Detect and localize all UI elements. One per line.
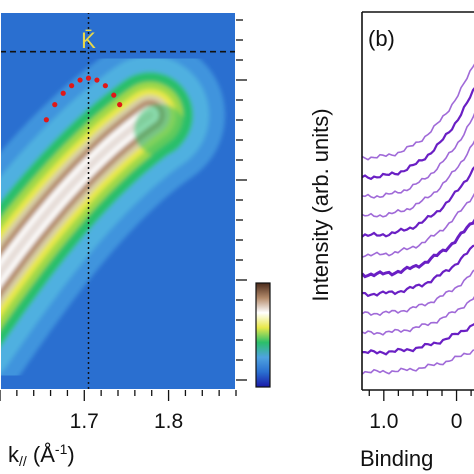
spectrum-line	[362, 269, 474, 317]
panel-b-x-tick-labels: 1.0 0	[369, 410, 462, 433]
band-peak-point	[69, 83, 75, 89]
spectrum-line	[362, 63, 474, 161]
panel-b-x-ticks	[368, 390, 472, 401]
heatmap-band-layer	[0, 111, 154, 280]
panel-a-x-ticks	[0, 390, 237, 401]
x-tick-label: 1.0	[369, 410, 398, 433]
panel-a-x-axis-title: k// (Å-1)	[8, 441, 75, 469]
panel-b-y-axis-title: Intensity (arb. units)	[308, 108, 333, 301]
panel-a: K̄ 1.7 1.8 k// (Å-1)	[0, 11, 247, 469]
spectrum-line	[362, 323, 474, 356]
heatmap-band	[0, 40, 225, 390]
x-tick-label: 1.8	[154, 410, 183, 433]
band-peak-point	[43, 117, 49, 123]
spectrum-line	[362, 244, 474, 298]
spectra-lines	[362, 63, 474, 375]
spectrum-line	[362, 349, 474, 375]
k-point-label: K̄	[81, 28, 96, 53]
band-peak-point	[102, 83, 108, 89]
spectrum-line	[362, 218, 474, 279]
band-peak-point	[60, 90, 66, 96]
band-peak-point	[117, 102, 123, 108]
colorbar-gradient	[255, 282, 271, 388]
panel-a-x-tick-labels: 1.7 1.8	[70, 410, 183, 433]
band-peak-point	[85, 75, 92, 81]
band-peak-point	[111, 92, 117, 98]
band-peak-point	[94, 77, 100, 83]
x-tick-label: 1.7	[70, 410, 99, 433]
band-peak-markers	[43, 75, 123, 123]
band-peak-point	[52, 102, 58, 108]
heatmap-band-tail	[134, 104, 186, 156]
panel-b-label: (b)	[368, 26, 395, 51]
spectrum-line	[362, 192, 474, 258]
colorbar	[255, 282, 271, 388]
panel-b-x-axis-title: Binding	[360, 446, 433, 471]
panel-b: (b) Intensity (arb. units) 1.0 0 Binding	[308, 11, 474, 471]
spectrum-line	[362, 140, 474, 218]
spectrum-line	[362, 87, 474, 181]
x-tick-label: 0	[451, 410, 463, 433]
spectrum-line	[362, 112, 474, 199]
band-peak-point	[77, 77, 83, 83]
panel-a-right-ticks	[236, 19, 247, 381]
spectrum-line	[362, 166, 474, 238]
spectrum-line	[362, 296, 474, 336]
